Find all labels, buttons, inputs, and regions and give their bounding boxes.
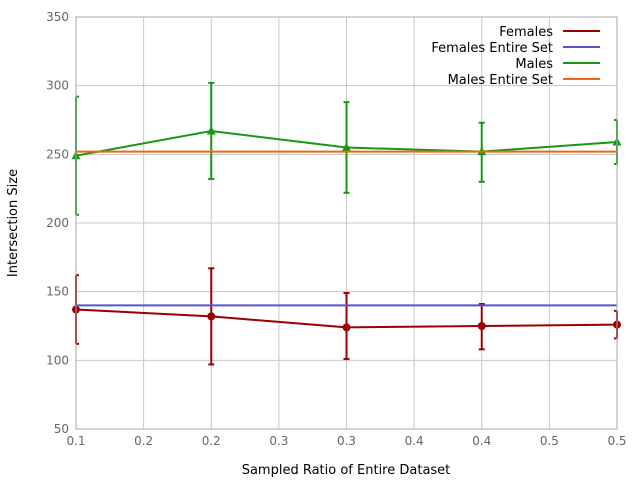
y-tick-label: 250 [46,147,69,161]
x-tick-label: 0.5 [607,434,626,448]
legend-label: Females Entire Set [431,41,553,56]
y-tick-label: 350 [46,10,69,24]
x-tick-label: 0.2 [134,434,153,448]
x-tick-label: 0.2 [202,434,221,448]
y-tick-label: 50 [54,422,69,436]
x-tick-label: 0.3 [269,434,288,448]
legend-label: Males Entire Set [448,73,553,88]
legend-label: Females [499,25,553,40]
x-tick-label: 0.1 [66,434,85,448]
x-tick-label: 0.5 [540,434,559,448]
data-point [477,322,486,330]
legend-label: Males [515,57,553,72]
axes: 50 100 150 200 250 300 350 0.1 0.2 0.2 0.3 0.3 0.4 0.… [46,10,626,448]
x-axis-label: Sampled Ratio of Entire Dataset [242,463,451,478]
x-tick-label: 0.4 [405,434,424,448]
x-tick-label: 0.4 [472,434,491,448]
y-tick-label: 150 [46,285,69,299]
data-point [207,312,216,321]
x-tick-label: 0.3 [337,434,356,448]
data-point [342,323,351,332]
plot-frame [75,16,618,430]
y-axis-label: Intersection Size [6,169,21,277]
data-point [342,142,351,151]
data-point [206,126,216,135]
y-tick-label: 100 [46,353,69,367]
y-tick-label: 300 [46,79,69,93]
y-tick-label: 200 [46,216,69,230]
